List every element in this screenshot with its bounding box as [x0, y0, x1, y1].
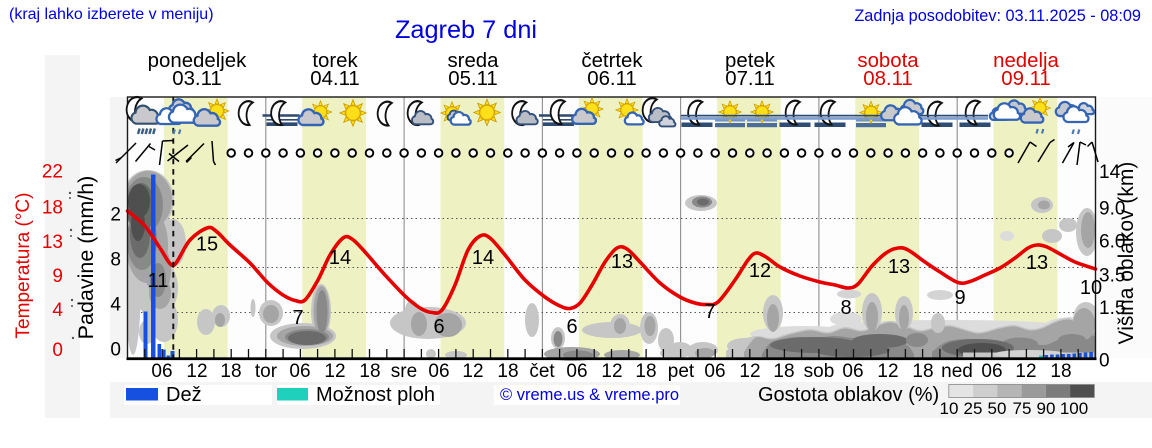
svg-text:13: 13: [611, 251, 633, 273]
svg-text:75: 75: [1013, 399, 1032, 418]
svg-text:12: 12: [186, 361, 207, 382]
svg-text:18: 18: [359, 361, 380, 382]
svg-text:18: 18: [912, 361, 933, 382]
svg-text:0: 0: [110, 340, 121, 361]
svg-text:7: 7: [704, 301, 715, 323]
svg-text:12: 12: [749, 260, 771, 282]
svg-text:18: 18: [635, 361, 656, 382]
svg-text:pet: pet: [668, 361, 695, 382]
svg-text:7: 7: [292, 307, 303, 329]
svg-text:12: 12: [462, 361, 483, 382]
svg-text:13: 13: [42, 232, 63, 253]
svg-text:06: 06: [981, 361, 1002, 382]
svg-text:90: 90: [1037, 399, 1056, 418]
svg-text:04.11: 04.11: [310, 68, 360, 90]
svg-text:15: 15: [196, 234, 218, 256]
svg-text:08.11: 08.11: [863, 68, 913, 90]
svg-text:2: 2: [110, 204, 121, 225]
svg-text:ned: ned: [941, 361, 973, 382]
svg-text:06: 06: [289, 361, 310, 382]
svg-text:18: 18: [497, 361, 518, 382]
svg-text:07.11: 07.11: [725, 68, 775, 90]
svg-text:(kraj lahko izberete v meniju): (kraj lahko izberete v meniju): [9, 6, 214, 23]
svg-text:4: 4: [52, 300, 63, 321]
svg-text:12: 12: [739, 361, 760, 382]
svg-text:sob: sob: [804, 361, 835, 382]
svg-text:06: 06: [151, 361, 172, 382]
svg-text:22: 22: [42, 162, 63, 183]
svg-text:06.11: 06.11: [587, 68, 637, 90]
svg-text:sre: sre: [391, 361, 417, 382]
svg-text:03.11: 03.11: [172, 68, 222, 90]
svg-text:4: 4: [110, 295, 121, 316]
svg-text:18: 18: [773, 361, 794, 382]
svg-text:12: 12: [601, 361, 622, 382]
svg-text:12: 12: [324, 361, 345, 382]
svg-text:Zagreb 7 dni: Zagreb 7 dni: [395, 16, 537, 44]
svg-text:Zadnja posodobitev: 03.11.2025: Zadnja posodobitev: 03.11.2025 - 08:09: [854, 7, 1141, 25]
svg-text:Temperatura (°C): Temperatura (°C): [13, 193, 34, 339]
svg-text:50: 50: [988, 399, 1007, 418]
svg-text:05.11: 05.11: [448, 68, 498, 90]
svg-text:25: 25: [964, 399, 983, 418]
svg-text:0: 0: [52, 340, 63, 361]
svg-text:13: 13: [888, 256, 910, 278]
svg-text:Dež: Dež: [166, 384, 202, 406]
svg-text:Višina oblakov (km): Višina oblakov (km): [1115, 162, 1138, 345]
svg-text:6: 6: [566, 316, 577, 338]
svg-text:06: 06: [428, 361, 449, 382]
svg-text:18: 18: [220, 361, 241, 382]
svg-text:tor: tor: [255, 361, 278, 382]
svg-text:18: 18: [1050, 361, 1071, 382]
svg-text:14: 14: [472, 247, 494, 269]
svg-text:6: 6: [433, 316, 444, 338]
svg-text:06: 06: [566, 361, 587, 382]
svg-text:10: 10: [940, 399, 959, 418]
svg-text:8: 8: [840, 297, 851, 319]
svg-text:100: 100: [1060, 399, 1088, 418]
svg-text:06: 06: [704, 361, 725, 382]
svg-text:12: 12: [1015, 361, 1036, 382]
svg-text:18: 18: [42, 198, 63, 219]
svg-text:13: 13: [1026, 252, 1048, 274]
svg-text:14: 14: [329, 247, 351, 269]
svg-text:10: 10: [1080, 277, 1102, 299]
svg-text:Padavine (mm/h): Padavine (mm/h): [74, 176, 98, 340]
svg-text:11: 11: [148, 270, 169, 292]
svg-text:12: 12: [877, 361, 898, 382]
svg-text:8: 8: [110, 249, 121, 270]
svg-text:06: 06: [842, 361, 863, 382]
svg-text:9: 9: [954, 287, 965, 309]
svg-text:čet: čet: [529, 361, 555, 382]
svg-text:Možnost ploh: Možnost ploh: [316, 384, 435, 406]
svg-text:09.11: 09.11: [1001, 68, 1051, 90]
svg-text:© vreme.us & vreme.pro: © vreme.us & vreme.pro: [500, 386, 679, 404]
svg-text:9: 9: [52, 266, 63, 287]
svg-text:0: 0: [1099, 351, 1110, 372]
svg-text:Gostota oblakov (%): Gostota oblakov (%): [758, 384, 939, 406]
